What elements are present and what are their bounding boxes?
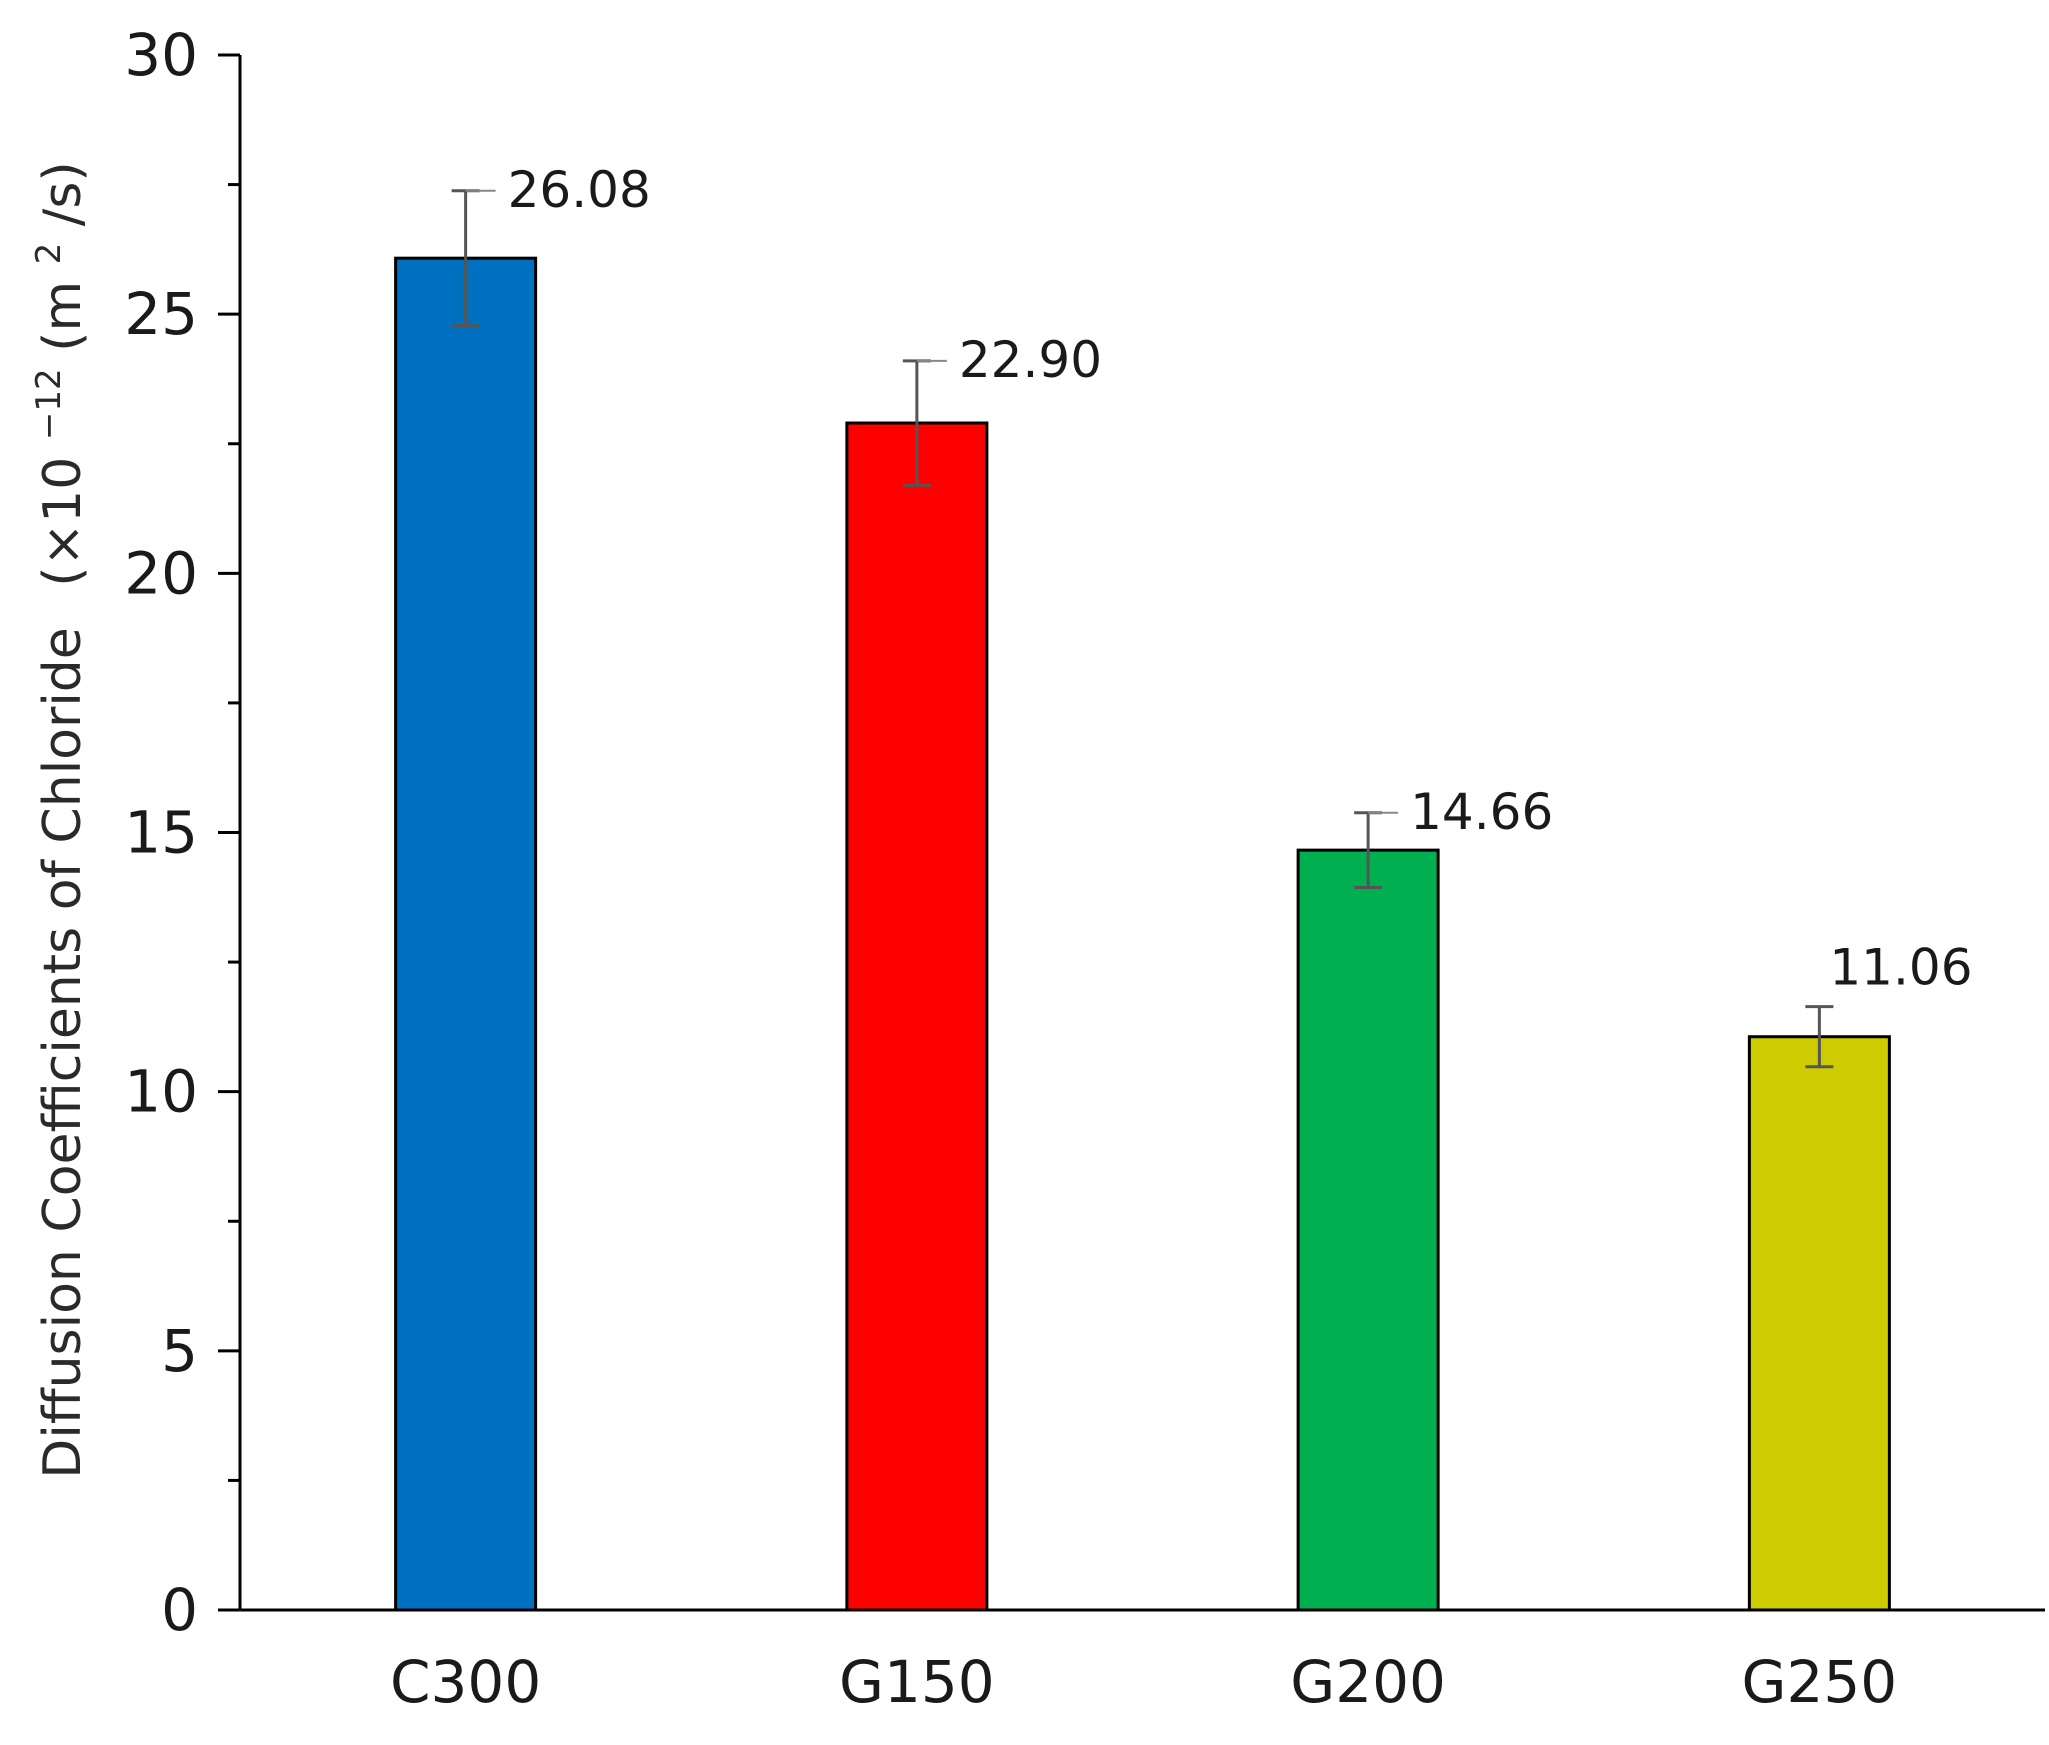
bar-c300 <box>394 256 538 1612</box>
y-tick-label: 10 <box>124 1058 198 1126</box>
y-axis-title-unit-close: /s) <box>33 161 93 226</box>
y-tick-label: 25 <box>124 280 198 348</box>
y-tick-label: 20 <box>124 539 198 607</box>
bar-g250 <box>1747 1035 1891 1612</box>
data-label-g200: 14.66 <box>1410 783 1553 841</box>
y-tick-label: 15 <box>124 799 198 867</box>
data-label-g150: 22.90 <box>959 331 1102 389</box>
labels-layer: 26.08 C300 22.90 G150 14.66 G200 11.06 G250 0 5 10… <box>124 21 1972 1716</box>
y-axis-title-unit-exp2: 2 <box>29 243 69 265</box>
y-axis-title: Diffusion Coefficients of Chloride (×10 … <box>13 161 93 1478</box>
x-tick-label-c300: C300 <box>390 1648 541 1716</box>
bar-g150 <box>845 421 989 1612</box>
y-tick-label: 30 <box>124 21 198 89</box>
error-bar-g200 <box>1354 811 1399 889</box>
y-axis-title-unit-exp1: −12 <box>29 368 69 440</box>
bar-g200 <box>1296 848 1440 1612</box>
error-bar-g150 <box>902 359 947 487</box>
y-axis-title-main: Diffusion Coefficients of Chloride <box>33 627 93 1479</box>
y-tick-label: 0 <box>161 1576 198 1644</box>
x-tick-label-g250: G250 <box>1742 1648 1898 1716</box>
data-label-c300: 26.08 <box>508 161 651 219</box>
error-bars-layer <box>451 189 1834 1069</box>
y-tick-label: 5 <box>161 1317 198 1385</box>
y-axis-title-unit-mid: (m <box>33 281 93 352</box>
error-bar-g250 <box>1805 1005 1834 1069</box>
axes-layer <box>218 53 2045 1612</box>
y-axis-title-unit-open: (×10 <box>33 457 93 587</box>
data-label-g250: 11.06 <box>1829 939 1972 997</box>
error-bar-c300 <box>451 189 496 328</box>
x-tick-label-g150: G150 <box>839 1648 995 1716</box>
x-tick-label-g200: G200 <box>1290 1648 1446 1716</box>
bars-layer <box>394 256 1891 1612</box>
